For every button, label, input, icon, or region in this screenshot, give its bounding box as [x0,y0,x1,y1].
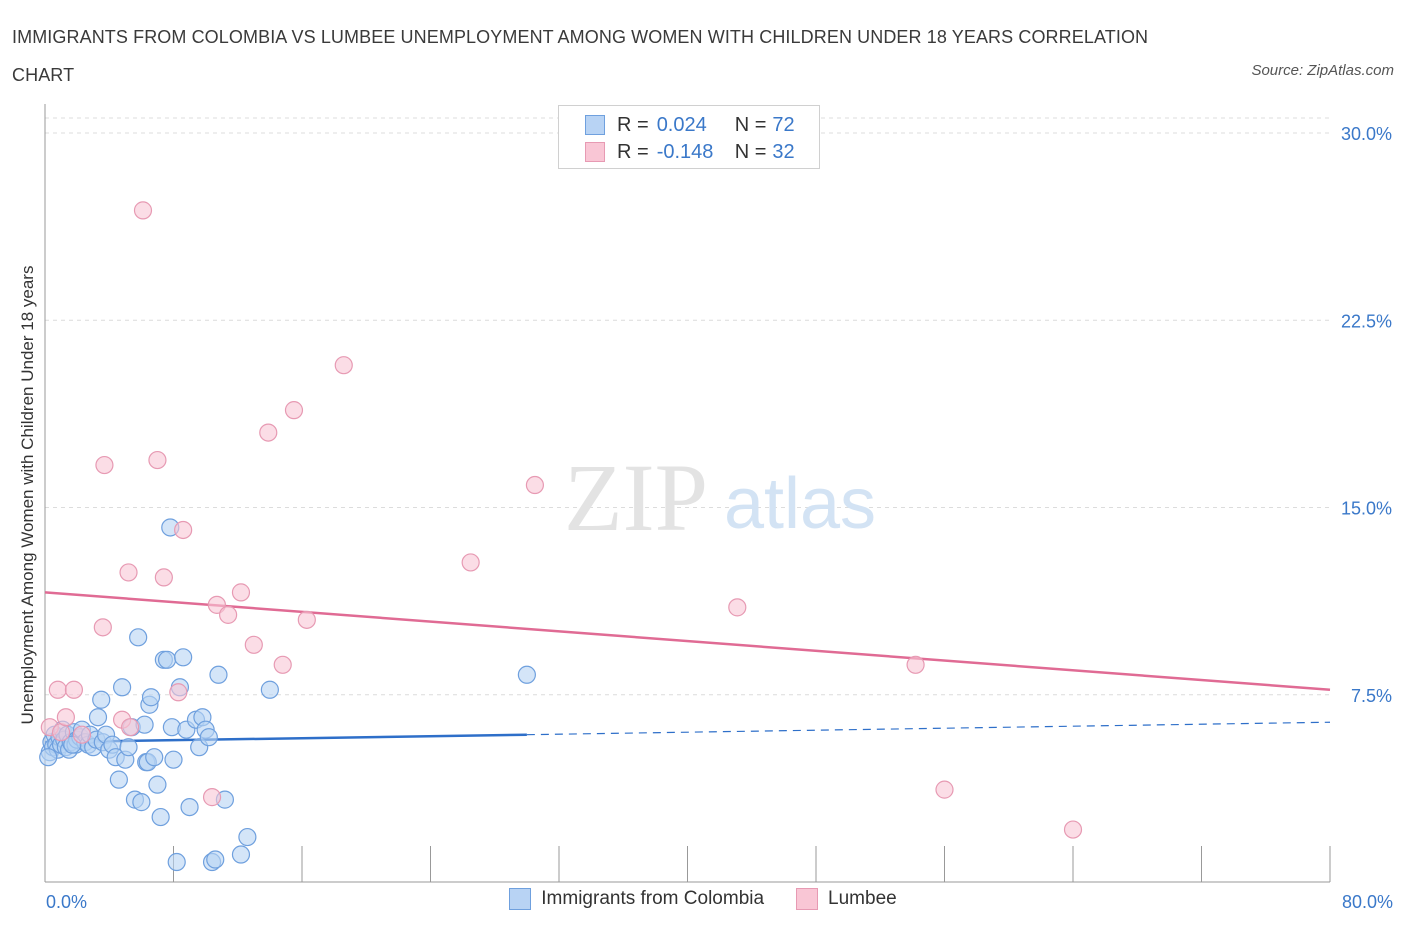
point-colombia [199,728,218,747]
point-colombia [167,852,186,872]
points [39,201,1083,872]
point-lumbee [119,563,138,582]
point-colombia [141,688,161,707]
point-colombia [132,793,151,812]
x-tick-label-max: 80.0% [1342,892,1393,912]
point-lumbee [202,788,222,807]
point-colombia [231,845,251,864]
point-lumbee [297,610,316,629]
watermark-atlas: atlas [724,464,876,544]
point-lumbee [334,356,353,375]
point-lumbee [525,475,545,495]
point-lumbee [174,520,193,540]
point-colombia [92,690,111,709]
point-lumbee [121,718,140,737]
series-label-lumbee: Lumbee [828,888,897,909]
point-colombia [112,678,132,697]
point-lumbee [154,568,173,587]
point-lumbee [1063,820,1083,839]
legend-r-value: -0.148 [656,140,714,163]
legend-r-label: R = [617,113,649,136]
point-lumbee [244,635,263,654]
legend-n-label: N = [734,140,767,163]
watermark: ZIP atlas [564,444,876,551]
legend: R = 0.024 N = 72 R = -0.148 N = 32 [558,105,820,169]
point-colombia [209,665,228,684]
point-lumbee [51,723,71,742]
point-lumbee [72,725,92,744]
point-colombia [119,738,138,757]
point-colombia [157,650,177,669]
legend-row-lumbee: R = -0.148 N = 32 [585,139,795,165]
point-lumbee [56,708,75,727]
trend-lines [44,591,1331,744]
point-colombia [180,797,199,817]
point-lumbee [935,780,954,799]
point-lumbee [48,680,67,699]
point-lumbee [93,618,112,637]
x-tick-label-min: 0.0% [46,892,87,912]
series-label-colombia: Immigrants from Colombia [541,888,765,909]
point-colombia [88,708,108,727]
point-lumbee [284,401,304,420]
series-swatch-lumbee [796,888,819,910]
point-colombia [145,748,164,767]
source-label: Source: ZipAtlas.com [1251,62,1394,79]
y-tick-label: 22.5% [1341,311,1392,331]
point-colombia [129,628,148,647]
y-tick-label: 7.5% [1351,686,1392,706]
series-legend-colombia: Immigrants from Colombia [509,888,764,910]
watermark-zip: ZIP [564,444,708,551]
point-lumbee [728,598,747,617]
series-legend-lumbee: Lumbee [796,888,897,910]
point-lumbee [95,455,114,475]
point-colombia [151,807,170,827]
tick-labels: 7.5% 15.0% 22.5% 30.0% 0.0% 80.0% [46,124,1393,912]
point-lumbee [133,201,153,220]
point-lumbee [273,655,292,674]
legend-n-value: 72 [772,113,795,136]
series-legend: Immigrants from Colombia Lumbee [0,888,1406,910]
point-colombia [164,750,183,769]
point-colombia [39,748,58,767]
trend-line-colombia-extension [526,721,1331,736]
point-lumbee [64,680,84,699]
point-lumbee [461,553,480,572]
legend-r-label: R = [617,140,649,163]
point-lumbee [259,423,278,442]
point-colombia [109,770,128,789]
y-tick-label: 15.0% [1341,499,1392,519]
legend-swatch-colombia [585,115,605,135]
point-colombia [206,850,225,869]
y-tick-label: 30.0% [1341,124,1392,144]
point-lumbee [231,583,251,602]
legend-n-value: 32 [772,140,795,163]
point-colombia [148,775,167,794]
point-colombia [517,665,536,684]
chart-title: IMMIGRANTS FROM COLOMBIA VS LUMBEE UNEMP… [12,27,1149,85]
legend-r-value: 0.024 [656,113,707,136]
legend-row-colombia: R = 0.024 N = 72 [585,112,795,138]
point-lumbee [148,450,167,470]
point-colombia [238,827,257,847]
point-lumbee [906,655,925,674]
trend-line-lumbee [44,591,1331,692]
point-lumbee [169,683,188,702]
point-colombia [174,648,193,667]
legend-swatch-lumbee [585,142,605,162]
point-lumbee [219,605,238,624]
legend-n-label: N = [734,113,767,136]
point-colombia [260,680,279,699]
series-swatch-colombia [509,888,532,910]
